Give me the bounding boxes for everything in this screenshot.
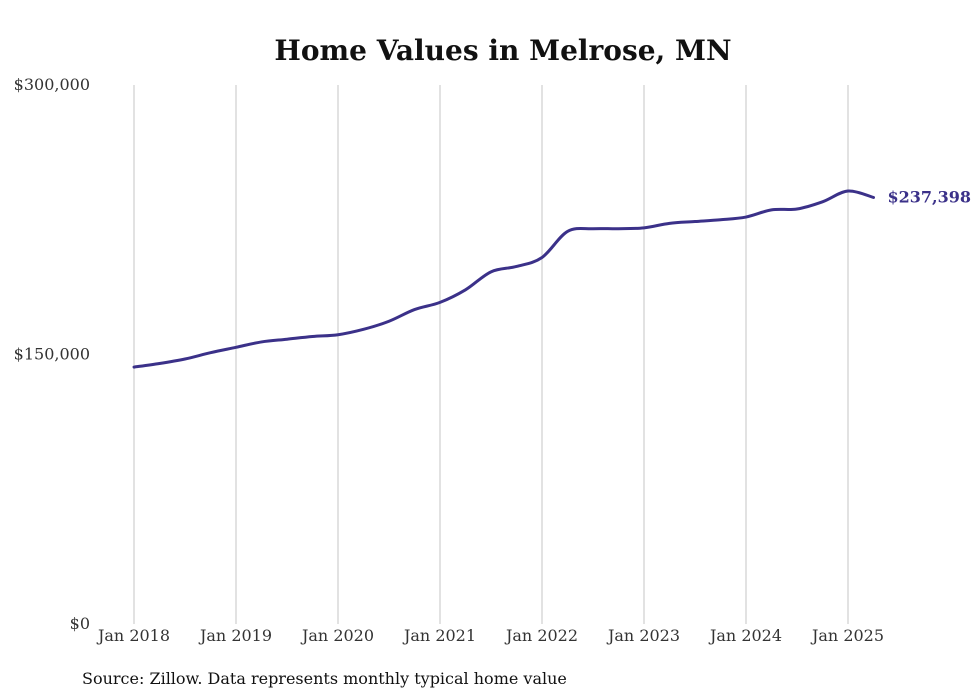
x-tick-label: Jan 2019: [198, 626, 272, 645]
series-line: [132, 189, 875, 369]
x-axis: Jan 2018 Jan 2019 Jan 2020 Jan 2021 Jan 2022…: [96, 626, 884, 645]
x-tick-label: Jan 2020: [300, 626, 374, 645]
x-tick-label: Jan 2022: [504, 626, 578, 645]
y-axis: $0 $150,000 $300,000: [14, 75, 90, 633]
y-tick-label: $300,000: [14, 75, 90, 94]
end-value-label: $237,398: [888, 188, 972, 207]
y-tick-label: $150,000: [14, 345, 90, 364]
x-tick-label: Jan 2025: [810, 626, 884, 645]
source-note: Source: Zillow. Data represents monthly …: [82, 669, 567, 688]
x-tick-label: Jan 2021: [402, 626, 476, 645]
y-tick-label: $0: [70, 614, 90, 633]
series-group: [132, 189, 875, 369]
chart-title: Home Values in Melrose, MN: [274, 34, 731, 67]
gridlines: [133, 85, 849, 624]
x-tick-label: Jan 2024: [708, 626, 782, 645]
x-tick-label: Jan 2023: [606, 626, 680, 645]
x-tick-label: Jan 2018: [96, 626, 170, 645]
